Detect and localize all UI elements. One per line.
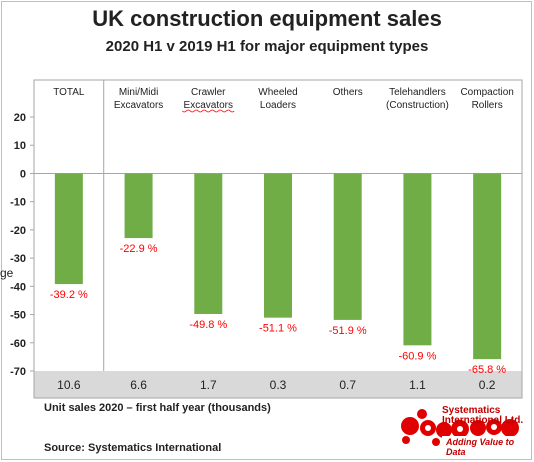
category-label: Mini/Midi: [119, 87, 158, 98]
bar: [124, 173, 153, 239]
unit-sales-value: 1.1: [409, 378, 426, 392]
y-tick-label: -50: [10, 310, 26, 322]
data-label: -51.9 %: [329, 325, 367, 337]
y-tick-label: -30: [10, 253, 26, 265]
unit-sales-row: [34, 371, 522, 398]
data-label: -22.9 %: [120, 243, 158, 255]
bar: [194, 173, 223, 314]
plot-border: [33, 79, 523, 399]
y-tick-label: -70: [10, 366, 26, 378]
unit-sales-value: 0.7: [339, 378, 356, 392]
y-tick-label: -40: [10, 281, 26, 293]
category-label: TOTAL: [53, 87, 85, 98]
category-label: Wheeled: [258, 87, 297, 98]
category-label: Compaction: [460, 87, 513, 98]
y-tick-label: -60: [10, 338, 26, 350]
chart-title: UK construction equipment sales: [92, 6, 442, 31]
logo-name: Systematics International Ltd.: [442, 406, 523, 426]
bar: [473, 173, 502, 360]
data-label: -39.2 %: [50, 289, 88, 301]
category-label: Others: [333, 87, 363, 98]
y-tick-label: -10: [10, 197, 26, 209]
unit-sales-value: 1.7: [200, 378, 217, 392]
systematics-logo: Systematics International Ltd. Adding Va…: [398, 404, 526, 457]
bar: [264, 173, 292, 318]
y-tick-label: 20: [14, 112, 26, 124]
spellcheck-underline: [182, 109, 235, 113]
data-label: -49.8 %: [189, 319, 227, 331]
category-label: Crawler: [191, 87, 226, 98]
logo-graphic: [401, 409, 524, 448]
bar: [333, 173, 362, 320]
data-label: -60.9 %: [398, 350, 436, 362]
logo-name-line2: International Ltd.: [442, 415, 524, 426]
category-label: Excavators: [114, 100, 163, 111]
category-label: Excavators: [184, 100, 233, 111]
unit-sales-value: 0.3: [270, 378, 287, 392]
source-note: Source: Systematics International: [44, 442, 222, 454]
y-axis-label-fragment: ge: [0, 266, 14, 280]
category-label: Telehandlers: [389, 87, 446, 98]
unit-sales-value: 10.6: [57, 378, 81, 392]
chart-subtitle: 2020 H1 v 2019 H1 for major equipment ty…: [105, 38, 429, 55]
category-label: (Construction): [386, 100, 449, 111]
category-label: Loaders: [260, 100, 296, 111]
unit-sales-value: 6.6: [130, 378, 147, 392]
units-note: Unit sales 2020 – first half year (thous…: [44, 402, 271, 414]
category-label: Rollers: [472, 100, 503, 111]
bar: [403, 173, 432, 346]
bar: [54, 173, 83, 285]
y-tick-label: -20: [10, 225, 26, 237]
data-label: -51.1 %: [259, 323, 297, 335]
unit-sales-value: 0.2: [479, 378, 496, 392]
y-tick-label: 10: [14, 140, 26, 152]
logo-tagline: Adding Value to Data: [446, 437, 515, 457]
data-label: -65.8 %: [468, 364, 506, 376]
y-tick-label: 0: [20, 168, 26, 180]
logo-name-line1: Systematics: [442, 405, 501, 416]
